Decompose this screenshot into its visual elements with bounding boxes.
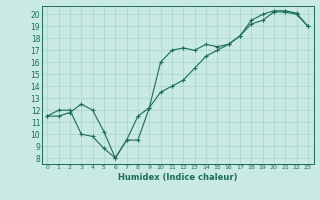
X-axis label: Humidex (Indice chaleur): Humidex (Indice chaleur)	[118, 173, 237, 182]
